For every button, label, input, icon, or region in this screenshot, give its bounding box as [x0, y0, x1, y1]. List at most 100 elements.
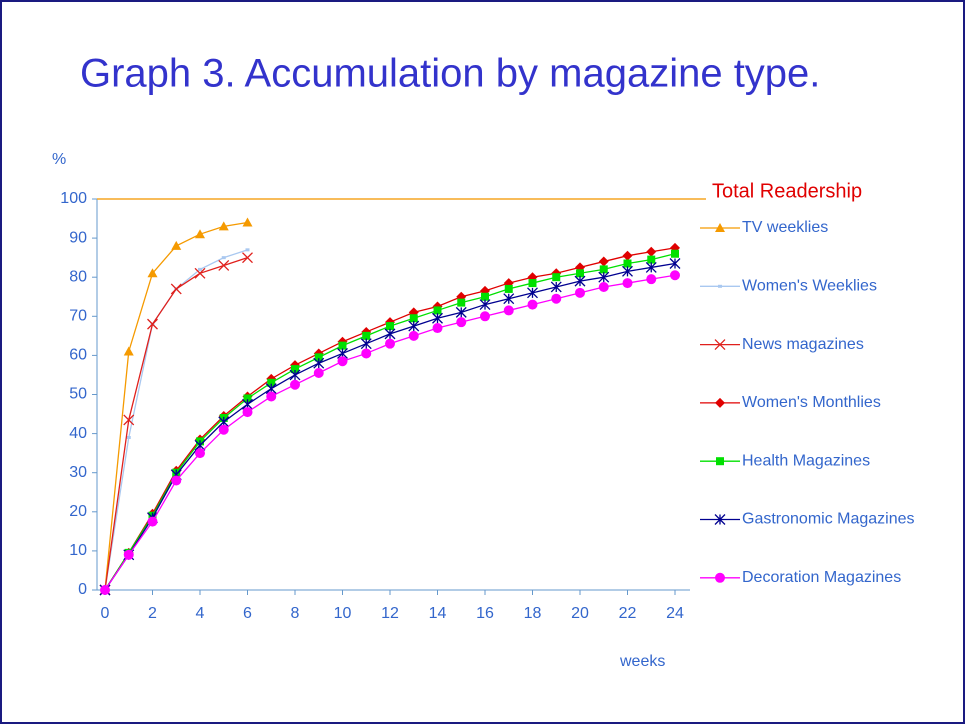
- marker: [456, 317, 467, 328]
- marker: [715, 223, 725, 232]
- x-tick-label: 8: [291, 605, 300, 622]
- y-tick-label: 10: [69, 542, 87, 559]
- y-tick-label: 60: [69, 347, 87, 364]
- marker: [714, 514, 726, 525]
- x-tick-label: 10: [334, 605, 352, 622]
- marker: [123, 549, 134, 560]
- x-tick-label: 0: [101, 605, 110, 622]
- marker: [647, 255, 656, 264]
- y-tick-label: 20: [69, 503, 87, 520]
- marker: [266, 391, 277, 402]
- marker: [385, 338, 395, 349]
- marker: [714, 339, 726, 351]
- x-tick-label: 2: [148, 605, 157, 622]
- series-line: [104, 262, 676, 591]
- marker: [645, 261, 657, 273]
- x-tick-label: 16: [476, 605, 494, 622]
- x-tick-label: 20: [571, 605, 589, 622]
- marker: [715, 397, 725, 408]
- marker: [147, 268, 158, 278]
- marker: [408, 320, 420, 332]
- marker: [195, 229, 205, 239]
- marker: [171, 240, 182, 250]
- x-tick-label: 22: [619, 605, 637, 622]
- marker: [503, 293, 515, 305]
- marker: [481, 292, 489, 301]
- marker: [432, 312, 443, 324]
- marker: [551, 293, 562, 304]
- marker: [528, 279, 537, 288]
- chart-title: Graph 3. Accumulation by magazine type.: [80, 52, 820, 96]
- y-tick-label: 80: [69, 268, 87, 285]
- marker: [242, 252, 253, 264]
- marker: [289, 369, 301, 381]
- marker: [479, 299, 491, 311]
- marker: [599, 265, 608, 274]
- marker: [718, 284, 722, 288]
- marker: [314, 353, 323, 362]
- x-tick-label: 18: [524, 605, 542, 622]
- marker: [290, 379, 300, 390]
- marker: [338, 341, 347, 350]
- y-tick-label: 100: [60, 190, 87, 207]
- marker: [670, 270, 680, 281]
- marker: [527, 287, 538, 299]
- marker: [622, 265, 633, 277]
- x-tick-label: 12: [381, 605, 399, 622]
- marker: [671, 249, 679, 258]
- marker: [432, 323, 443, 334]
- y-tick-label: 0: [78, 581, 87, 598]
- marker: [455, 306, 467, 318]
- legend-label: News magazines: [742, 336, 864, 353]
- marker: [313, 367, 324, 378]
- marker: [291, 365, 299, 374]
- marker: [598, 281, 609, 292]
- marker: [715, 572, 725, 583]
- marker: [503, 305, 514, 316]
- marker: [669, 258, 681, 269]
- y-tick-label: 90: [69, 229, 87, 246]
- marker: [716, 457, 724, 466]
- marker: [313, 357, 325, 369]
- marker: [171, 475, 182, 486]
- marker: [218, 424, 229, 435]
- marker: [386, 322, 394, 331]
- marker: [409, 314, 418, 323]
- marker: [267, 378, 276, 387]
- marker: [433, 306, 442, 315]
- y-tick-label: 30: [69, 464, 87, 481]
- marker: [242, 407, 253, 418]
- marker: [337, 356, 348, 367]
- series-line: [104, 221, 248, 591]
- marker: [622, 250, 633, 261]
- x-axis-label: weeks: [619, 653, 665, 670]
- series-line: [104, 247, 676, 591]
- marker: [457, 298, 466, 307]
- marker: [147, 516, 158, 527]
- marker: [195, 448, 205, 459]
- legend-label: Women's Monthlies: [742, 394, 881, 411]
- marker: [218, 260, 230, 271]
- marker: [384, 328, 396, 340]
- marker: [194, 267, 206, 279]
- x-tick-label: 14: [429, 605, 447, 622]
- x-tick-label: 4: [196, 605, 205, 622]
- marker: [598, 256, 609, 267]
- marker: [552, 273, 561, 282]
- reference-label: Total Readership: [712, 180, 862, 202]
- marker: [245, 248, 250, 252]
- marker: [243, 394, 252, 403]
- marker: [622, 278, 633, 289]
- marker: [242, 217, 253, 227]
- y-axis-label: %: [52, 151, 66, 168]
- marker: [550, 281, 562, 293]
- x-tick-label: 24: [666, 605, 684, 622]
- marker: [360, 338, 372, 350]
- marker: [598, 271, 610, 283]
- marker: [623, 259, 632, 268]
- marker: [126, 436, 131, 440]
- y-tick-label: 40: [69, 425, 87, 442]
- legend-label: Health Magazines: [742, 452, 870, 469]
